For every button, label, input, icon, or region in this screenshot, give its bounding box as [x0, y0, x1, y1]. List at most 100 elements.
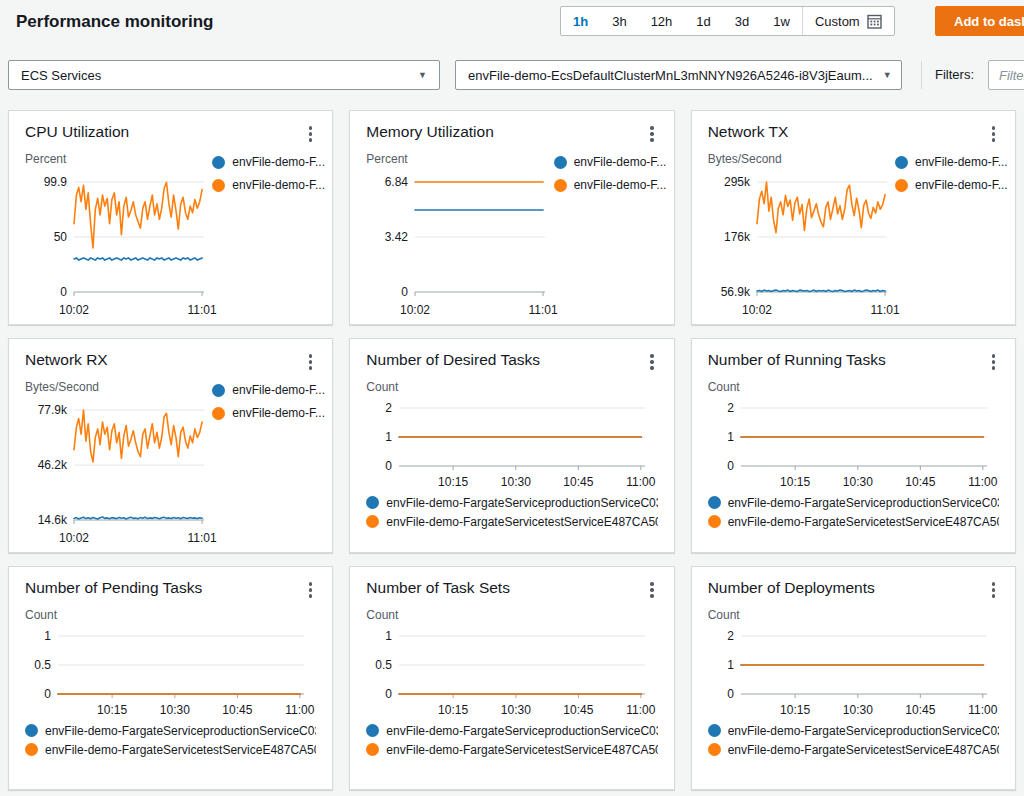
chart-title: Number of Pending Tasks [25, 579, 202, 597]
legend-item[interactable]: envFile-demo-F... [554, 155, 674, 169]
kebab-menu-icon[interactable] [988, 579, 1000, 601]
legend-item[interactable]: envFile-demo-F... [212, 178, 332, 192]
custom-range-button[interactable]: Custom [802, 7, 894, 35]
chart-card-cpu-utilization: CPU UtilizationPercent99.950010:0211:01e… [8, 110, 333, 325]
svg-text:2: 2 [727, 401, 734, 415]
svg-text:11:00: 11:00 [285, 703, 314, 717]
svg-text:10:15: 10:15 [780, 475, 810, 489]
add-to-dashboard-button[interactable]: Add to dash [935, 6, 1024, 36]
chart-card-memory-utilization: Memory UtilizationPercent6.843.42010:021… [349, 110, 674, 325]
legend-dot-icon [366, 724, 379, 737]
chart-body: 21010:1510:3010:4511:00 [708, 624, 999, 722]
kebab-menu-icon[interactable] [646, 579, 658, 601]
chart-title: Number of Desired Tasks [366, 351, 540, 369]
page-title: Performance monitoring [16, 12, 213, 32]
chart-card-number-of-deployments: Number of DeploymentsCount21010:1510:301… [691, 566, 1016, 790]
legend-dot-icon [366, 743, 379, 756]
legend-dot-icon [366, 515, 379, 528]
legend-item[interactable]: envFile-demo-F... [212, 406, 332, 420]
axis-unit-label: Count [25, 608, 316, 622]
kebab-menu-icon[interactable] [305, 123, 317, 145]
svg-text:14.6k: 14.6k [38, 513, 68, 527]
legend-dot-icon [554, 156, 567, 169]
legend-label: envFile-demo-FargateServiceproductionSer… [45, 724, 316, 738]
legend-item[interactable]: envFile-demo-FargateServiceproductionSer… [366, 496, 657, 510]
legend-dot-icon [708, 724, 721, 737]
chart-card-number-of-desired-tasks: Number of Desired TasksCount21010:1510:3… [349, 338, 674, 553]
legend-item[interactable]: envFile-demo-F... [895, 178, 1015, 192]
svg-text:10:45: 10:45 [905, 475, 935, 489]
legend-item[interactable]: envFile-demo-FargateServicetestServiceE4… [708, 515, 999, 529]
chart-legend: envFile-demo-FargateServiceproductionSer… [708, 496, 999, 529]
legend-dot-icon [708, 496, 721, 509]
kebab-menu-icon[interactable] [305, 351, 317, 373]
legend-item[interactable]: envFile-demo-F... [212, 155, 332, 169]
legend-label: envFile-demo-FargateServiceproductionSer… [386, 724, 657, 738]
legend-dot-icon [895, 156, 908, 169]
chart-title: Number of Deployments [708, 579, 875, 597]
time-range-3d-button[interactable]: 3d [723, 7, 761, 35]
legend-label: envFile-demo-F... [232, 406, 325, 420]
svg-text:11:01: 11:01 [187, 531, 216, 545]
legend-item[interactable]: envFile-demo-FargateServiceproductionSer… [708, 496, 999, 510]
svg-text:11:00: 11:00 [627, 703, 656, 717]
chart-title: Number of Task Sets [366, 579, 510, 597]
time-range-1w-button[interactable]: 1w [761, 7, 802, 35]
svg-text:10:02: 10:02 [742, 303, 772, 317]
svg-text:10:45: 10:45 [222, 703, 252, 717]
legend-item[interactable]: envFile-demo-FargateServicetestServiceE4… [708, 743, 999, 757]
svg-text:10:02: 10:02 [59, 303, 89, 317]
svg-text:0: 0 [386, 687, 393, 701]
chart-card-number-of-task-sets: Number of Task SetsCount10.5010:1510:301… [349, 566, 674, 790]
svg-text:11:01: 11:01 [187, 303, 216, 317]
time-range-selector: 1h3h12h1d3d1w Custom [560, 6, 895, 36]
legend-item[interactable]: envFile-demo-FargateServicetestServiceE4… [366, 743, 657, 757]
chart-body: 21010:1510:3010:4511:00 [366, 396, 657, 494]
legend-label: envFile-demo-FargateServicetestServiceE4… [386, 515, 657, 529]
svg-text:10:30: 10:30 [160, 703, 190, 717]
legend-item[interactable]: envFile-demo-F... [554, 178, 674, 192]
chart-card-network-tx: Network TXBytes/Second295k176k56.9k10:02… [691, 110, 1016, 325]
legend-label: envFile-demo-F... [574, 155, 667, 169]
svg-text:11:00: 11:00 [968, 703, 997, 717]
legend-item[interactable]: envFile-demo-FargateServicetestServiceE4… [25, 743, 316, 757]
time-range-3h-button[interactable]: 3h [600, 7, 638, 35]
legend-item[interactable]: envFile-demo-FargateServiceproductionSer… [708, 724, 999, 738]
time-range-1d-button[interactable]: 1d [684, 7, 722, 35]
chart-body: 10.5010:1510:3010:4511:00 [25, 624, 316, 722]
svg-text:0.5: 0.5 [376, 658, 393, 672]
svg-text:56.9k: 56.9k [720, 285, 750, 299]
chart-legend: envFile-demo-FargateServiceproductionSer… [366, 724, 657, 757]
chart-card-number-of-pending-tasks: Number of Pending TasksCount10.5010:1510… [8, 566, 333, 790]
svg-text:10:45: 10:45 [564, 703, 594, 717]
svg-text:176k: 176k [724, 229, 751, 243]
cluster-select[interactable]: envFile-demo-EcsDefaultClusterMnL3mNNYN9… [455, 60, 902, 90]
chart-body: 21010:1510:3010:4511:00 [708, 396, 999, 494]
kebab-menu-icon[interactable] [988, 123, 1000, 145]
legend-item[interactable]: envFile-demo-FargateServicetestServiceE4… [366, 515, 657, 529]
legend-item[interactable]: envFile-demo-F... [895, 155, 1015, 169]
svg-text:11:01: 11:01 [870, 303, 899, 317]
chart-card-number-of-running-tasks: Number of Running TasksCount21010:1510:3… [691, 338, 1016, 553]
filter-input[interactable] [988, 60, 1024, 90]
legend-item[interactable]: envFile-demo-FargateServiceproductionSer… [25, 724, 316, 738]
custom-range-label: Custom [815, 14, 860, 29]
legend-item[interactable]: envFile-demo-FargateServiceproductionSer… [366, 724, 657, 738]
time-range-1h-button[interactable]: 1h [561, 7, 600, 35]
time-range-12h-button[interactable]: 12h [639, 7, 685, 35]
chart-plot-number-of-pending-tasks: 10.5010:1510:3010:4511:00 [25, 624, 317, 718]
legend-dot-icon [25, 724, 38, 737]
legend-label: envFile-demo-F... [232, 155, 325, 169]
service-type-select[interactable]: ECS Services ▼ [8, 60, 440, 90]
svg-text:0: 0 [727, 459, 734, 473]
svg-text:10:30: 10:30 [501, 703, 531, 717]
chart-legend: envFile-demo-FargateServiceproductionSer… [366, 496, 657, 529]
svg-text:0: 0 [44, 687, 51, 701]
kebab-menu-icon[interactable] [646, 123, 658, 145]
kebab-menu-icon[interactable] [646, 351, 658, 373]
svg-text:10:15: 10:15 [438, 475, 468, 489]
kebab-menu-icon[interactable] [305, 579, 317, 601]
svg-text:0: 0 [386, 459, 393, 473]
legend-item[interactable]: envFile-demo-F... [212, 383, 332, 397]
kebab-menu-icon[interactable] [988, 351, 1000, 373]
